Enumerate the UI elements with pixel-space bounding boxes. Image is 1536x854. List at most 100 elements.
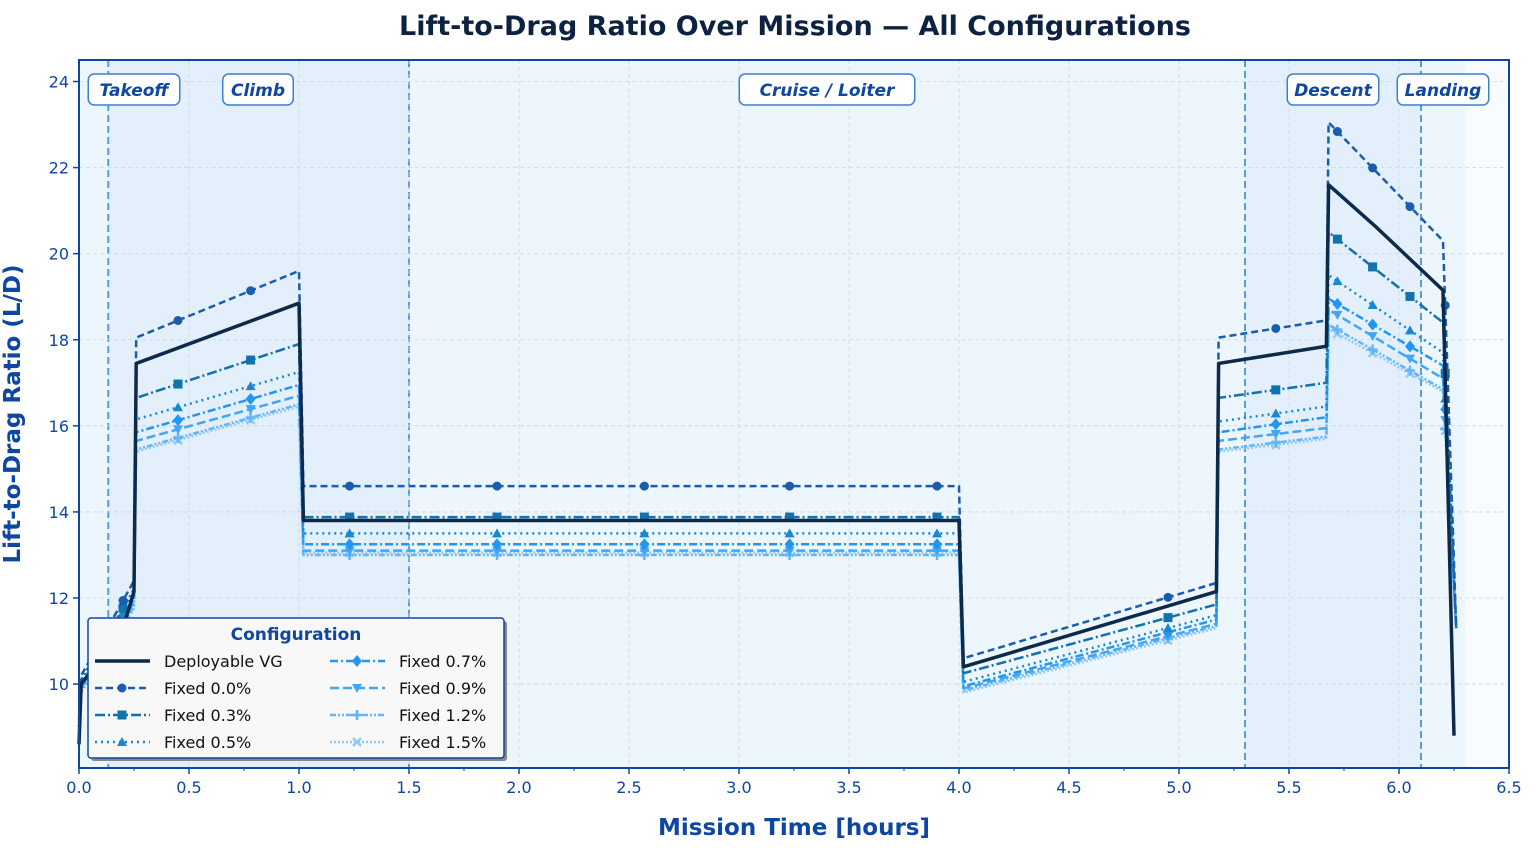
data-point [492,512,502,522]
y-tick-label: 22 [49,159,69,178]
x-axis-label: Mission Time [hours] [658,815,930,841]
data-point [1332,298,1343,311]
legend-entry: Fixed 0.9% [399,679,486,698]
x-tick-label: 1.0 [286,778,311,797]
data-point [1270,437,1281,448]
x-tick-label: 2.5 [616,778,641,797]
data-point [173,402,183,412]
data-point [1405,365,1415,376]
data-point [344,546,355,556]
data-point [639,546,650,556]
data-point [932,481,942,491]
data-point [1405,354,1415,364]
legend-entry: Deployable VG [164,652,283,671]
data-point [639,512,649,522]
y-tick-label: 10 [49,675,69,694]
data-point [1163,592,1173,602]
data-point [1271,323,1281,333]
legend-entry: Fixed 0.5% [164,733,251,752]
data-point [1367,299,1378,309]
data-point [245,393,256,406]
data-point [1270,430,1281,440]
x-tick-label: 4.5 [1056,778,1081,797]
data-point [173,379,183,389]
phase-label-box [1286,73,1380,106]
x-tick-label: 6.0 [1386,778,1411,797]
legend: Configuration Deployable VG Fixed 0.0% Fixe… [87,617,507,761]
data-point [1367,318,1378,331]
data-point [784,528,795,538]
data-point [932,512,942,522]
x-tick-label: 5.5 [1276,778,1301,797]
y-tick-label: 18 [49,331,69,350]
data-point [1270,408,1281,418]
x-tick-label: 6.5 [1496,778,1521,797]
data-point [245,412,256,423]
x-tick-label: 3.0 [726,778,751,797]
data-point [1405,340,1415,353]
data-point [932,538,942,551]
data-point [1332,127,1342,137]
data-point [173,414,183,427]
y-tick-label: 20 [49,245,69,264]
data-point [784,546,795,556]
legend-box [87,617,505,759]
data-point [117,683,127,693]
chart-title: Lift-to-Drag Ratio Over Mission — All Co… [399,11,1191,42]
data-point [352,710,362,720]
y-tick-label: 14 [49,503,69,522]
data-point [1405,325,1415,335]
data-point [639,528,650,538]
data-point [492,538,502,551]
data-point [492,528,502,538]
legend-title: Configuration [231,625,362,645]
phase-label-box [738,73,916,106]
phase-label: Landing [1405,81,1482,101]
legend-entry: Fixed 1.5% [399,733,486,752]
data-point [1368,262,1378,272]
x-tick-label: 1.5 [396,778,421,797]
data-point [1332,324,1343,335]
x-tick-label: 4.0 [946,778,971,797]
data-point [1405,291,1415,301]
data-point [345,512,355,522]
data-point [1332,310,1343,320]
data-point [1163,613,1173,623]
x-tick-label: 0.5 [176,778,201,797]
legend-entry: Fixed 0.3% [164,706,251,725]
data-point [173,425,183,435]
data-point [785,481,795,491]
data-point [345,481,355,491]
data-point [352,655,362,667]
data-point [245,405,256,415]
legend-entry: Fixed 0.7% [399,652,486,671]
x-tick-label: 0.0 [66,778,91,797]
legend-entry: Fixed 1.2% [399,706,486,725]
data-point [118,603,128,613]
phase-label: Climb [231,81,285,101]
data-point [352,737,362,747]
data-point [246,286,256,296]
data-point [1367,332,1378,342]
phase-label: Cruise / Loiter [760,81,896,101]
data-point [932,528,942,538]
y-tick-label: 24 [49,73,69,92]
y-tick-label: 12 [49,589,69,608]
data-point [784,538,795,551]
data-point [344,528,355,538]
data-point [1270,418,1281,431]
data-point [1367,344,1378,355]
data-point [1163,622,1173,632]
data-point [639,538,650,551]
data-point [639,481,649,491]
data-point [1332,276,1343,286]
legend-entry: Fixed 0.0% [164,679,251,698]
series-deployable-vg [77,183,1456,745]
x-tick-label: 5.0 [1166,778,1191,797]
data-point [118,596,128,606]
phase-label-box [87,73,181,106]
phase-label: Takeoff [99,81,170,101]
data-point [492,546,502,556]
data-point [1368,163,1378,173]
phase-label-box [222,73,294,106]
